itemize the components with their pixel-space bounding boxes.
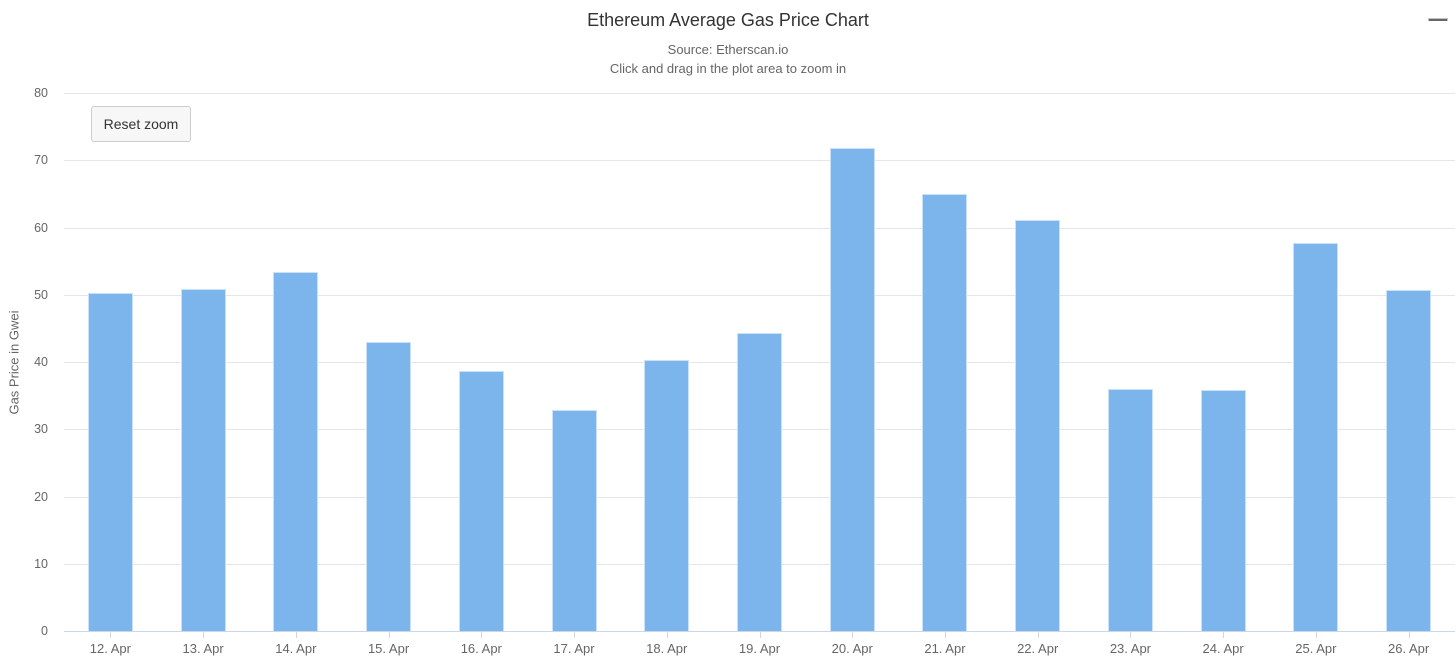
x-axis-tick	[1223, 632, 1225, 638]
x-axis-tick	[759, 632, 761, 638]
bar-18-apr[interactable]	[644, 359, 690, 631]
x-axis-tick	[295, 632, 297, 638]
hamburger-bar	[1428, 18, 1448, 21]
x-axis-label: 18. Apr	[646, 641, 688, 656]
x-axis-tick	[1130, 632, 1132, 638]
bar-22-apr[interactable]	[1015, 220, 1061, 631]
x-axis-tick	[110, 632, 112, 638]
x-axis-label: 21. Apr	[924, 641, 966, 656]
x-axis-label: 20. Apr	[831, 641, 873, 656]
bar-17-apr[interactable]	[551, 409, 597, 631]
y-axis-label: 40	[34, 355, 48, 369]
bar-23-apr[interactable]	[1107, 388, 1153, 631]
y-gridline	[64, 93, 1455, 94]
x-axis-tick	[852, 632, 854, 638]
x-axis-label: 17. Apr	[553, 641, 595, 656]
x-axis-label: 19. Apr	[738, 641, 781, 656]
y-gridline	[64, 160, 1455, 162]
x-axis-label: 22. Apr	[1017, 641, 1059, 656]
hamburger-menu-icon[interactable]	[1426, 16, 1450, 36]
chart-subtitle-hint: Click and drag in the plot area to zoom …	[609, 61, 847, 76]
y-axis-label: 0	[41, 624, 48, 638]
bar-24-apr[interactable]	[1200, 389, 1246, 631]
bar-13-apr[interactable]	[180, 288, 226, 631]
x-axis-tick	[1037, 632, 1039, 638]
x-axis-tick	[1315, 632, 1317, 638]
y-gridline	[64, 294, 1455, 296]
y-gridline	[64, 227, 1455, 229]
bar-20-apr[interactable]	[829, 148, 875, 631]
x-axis-label: 13. Apr	[182, 641, 224, 656]
y-axis-label: 60	[34, 220, 48, 235]
y-axis-label: 80	[34, 86, 48, 100]
bar-25-apr[interactable]	[1293, 242, 1339, 631]
y-axis-label: 20	[34, 489, 48, 504]
y-axis-label: 10	[34, 556, 48, 571]
x-axis-label: 16. Apr	[460, 641, 502, 656]
x-axis-tick	[1408, 632, 1410, 638]
x-axis-tick	[574, 632, 576, 638]
y-axis-label: 50	[34, 287, 48, 302]
x-axis-tick	[666, 632, 668, 638]
bar-14-apr[interactable]	[273, 271, 319, 631]
chart-title: Ethereum Average Gas Price Chart	[587, 10, 869, 30]
x-axis-label: 26. Apr	[1388, 641, 1430, 656]
x-axis-tick	[388, 632, 390, 638]
x-axis-label: 23. Apr	[1109, 641, 1152, 656]
x-axis-label: 12. Apr	[89, 641, 131, 656]
y-axis-title: Gas Price in Gwei	[6, 310, 22, 415]
x-axis-label: 24. Apr	[1202, 641, 1244, 656]
x-axis-tick	[481, 632, 483, 638]
x-axis-tick	[203, 632, 205, 638]
y-axis-label: 70	[34, 153, 48, 168]
bar-15-apr[interactable]	[366, 341, 412, 631]
x-axis-label: 14. Apr	[275, 641, 317, 656]
x-axis-tick	[944, 632, 946, 638]
y-axis-label: 30	[34, 422, 48, 437]
reset-zoom-button[interactable]: Reset zoom	[91, 106, 191, 142]
chart-subtitle-source: Source: Etherscan.io	[667, 42, 789, 57]
bar-26-apr[interactable]	[1386, 290, 1432, 631]
x-axis-line	[64, 631, 1455, 632]
x-axis-label: 15. Apr	[367, 641, 410, 656]
bar-12-apr[interactable]	[87, 292, 133, 631]
bar-21-apr[interactable]	[922, 193, 968, 631]
bar-16-apr[interactable]	[458, 371, 504, 631]
bar-19-apr[interactable]	[737, 333, 782, 631]
x-axis-label: 25. Apr	[1295, 641, 1337, 656]
